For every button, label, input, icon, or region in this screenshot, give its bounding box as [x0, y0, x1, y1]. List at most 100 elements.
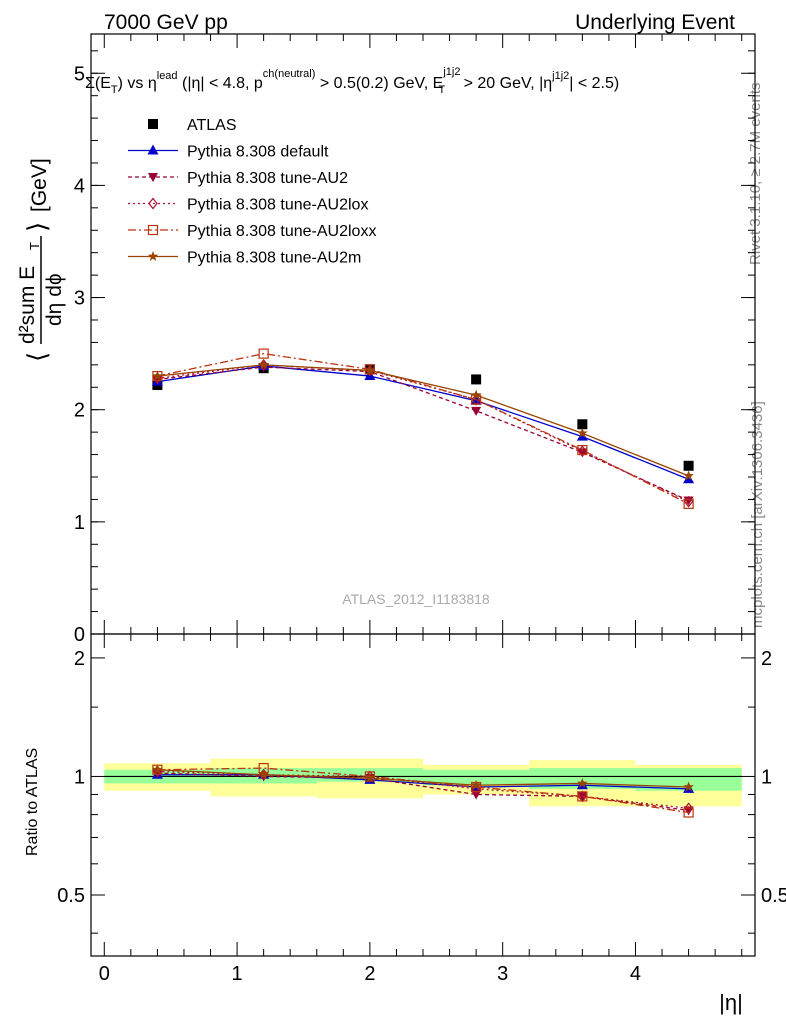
main-ytick-label: 2 [74, 400, 85, 422]
title-sub-4: T [438, 84, 445, 96]
legend-label-pythia-8-308-tune-au2lox: Pythia 8.308 tune-AU2lox [187, 197, 368, 214]
main-point-atlas-3 [471, 374, 482, 385]
y-axis-label: ⟨ d²sum E T dη dϕ ⟩ [GeV] [16, 158, 66, 362]
main-point-pythia-8-308-tune-au2-4 [577, 448, 588, 458]
title-sup-5: j1j2 [551, 70, 569, 82]
ratio-point-pythia-8-308-tune-au2-0 [152, 769, 163, 779]
ratio-ytick-label-right: 1 [761, 766, 772, 788]
title-part-6: | < 2.5) [569, 75, 619, 92]
main-point-pythia-8-308-tune-au2-0 [152, 375, 163, 385]
main-ytick-label: 4 [74, 175, 85, 197]
main-line-pythia-8-308-default [157, 365, 689, 480]
legend-marker-pythia-8-308-tune-au2 [148, 173, 158, 182]
ratio-point-pythia-8-308-tune-au2lox-5 [683, 802, 694, 815]
legend-marker-atlas [148, 119, 158, 129]
legend-marker-pythia-8-308-tune-au2m [147, 251, 159, 261]
main-ytick-label: 1 [74, 512, 85, 534]
ratio-xtick-label: 3 [497, 963, 508, 985]
main-point-pythia-8-308-tune-au2m-1 [258, 359, 269, 370]
legend-label-pythia-8-308-default: Pythia 8.308 default [187, 144, 329, 161]
main-point-atlas-4 [577, 419, 588, 430]
ratio-ytick-label-right: 0.5 [761, 885, 786, 907]
legend-label-atlas: ATLAS [187, 117, 237, 134]
y-label-open: ⟨ [22, 352, 52, 362]
main-ytick-label: 0 [74, 624, 85, 646]
ratio-point-pythia-8-308-tune-au2loxx-4 [577, 791, 588, 802]
ratio-ytick-label: 1 [74, 766, 85, 788]
ratio-line-pythia-8-308-tune-au2loxx [157, 767, 689, 814]
main-point-pythia-8-308-tune-au2lox-0 [152, 372, 163, 385]
ratio-xtick-label: 2 [364, 963, 375, 985]
main-point-atlas-5 [683, 460, 694, 471]
legend-label-pythia-8-308-tune-au2loxx: Pythia 8.308 tune-AU2loxx [187, 223, 376, 240]
ratio-line-pythia-8-308-tune-au2lox [157, 770, 689, 809]
title-part-5: > 20 GeV, |η [459, 75, 552, 92]
legend-marker-pythia-8-308-tune-au2loxx [147, 224, 159, 236]
ratio-point-pythia-8-308-tune-au2m-5 [683, 781, 694, 792]
title-sub-1: T [111, 84, 118, 96]
main-point-pythia-8-308-tune-au2-3 [471, 406, 482, 416]
main-point-pythia-8-308-tune-au2m-2 [364, 364, 376, 375]
mcplots-label: mcplots.cern.ch [arXiv:1306.3436] [749, 401, 766, 628]
main-point-pythia-8-308-tune-au2m-4 [577, 427, 588, 438]
main-point-pythia-8-308-tune-au2loxx-4 [577, 444, 588, 456]
y-label-numerator-sub: T [27, 242, 42, 250]
x-axis-label: |η| [719, 990, 743, 1015]
title-part-1: Σ(E [85, 75, 111, 92]
ratio-line-pythia-8-308-tune-au2m [157, 769, 689, 788]
legend-marker-pythia-8-308-tune-au2lox [148, 197, 158, 210]
main-line-pythia-8-308-tune-au2m [157, 364, 689, 477]
ratio-point-pythia-8-308-tune-au2m-4 [577, 777, 588, 788]
band-stat-5 [635, 768, 742, 791]
main-point-pythia-8-308-tune-au2loxx-5 [683, 498, 694, 510]
main-point-pythia-8-308-tune-au2loxx-1 [258, 348, 269, 359]
title-sup-3: ch(neutral) [263, 68, 316, 80]
ratio-point-pythia-8-308-tune-au2m-0 [152, 764, 163, 775]
main-point-pythia-8-308-tune-au2m-0 [152, 370, 163, 381]
ratio-point-pythia-8-308-tune-au2m-3 [470, 779, 482, 790]
watermark: ATLAS_2012_I1183818 [342, 591, 490, 607]
main-point-pythia-8-308-default-5 [683, 473, 695, 484]
ratio-xtick-label: 0 [99, 963, 110, 985]
ratio-ytick-label: 0.5 [57, 885, 85, 907]
ratio-point-pythia-8-308-tune-au2loxx-5 [683, 807, 694, 818]
plot-title: Σ(ET) vs ηlead (|η| < 4.8, pch(neutral) … [85, 66, 619, 96]
ratio-point-pythia-8-308-tune-au2-3 [471, 790, 482, 800]
ratio-xtick-label: 4 [630, 963, 641, 985]
ratio-xtick-label: 1 [232, 963, 243, 985]
main-point-pythia-8-308-tune-au2m-5 [683, 470, 694, 481]
y-label-denominator: dη dϕ [43, 273, 66, 326]
main-ytick-label: 5 [74, 63, 85, 85]
main-ytick-label: 3 [74, 288, 85, 310]
ratio-line-pythia-8-308-default [157, 774, 689, 790]
main-line-pythia-8-308-tune-au2 [157, 366, 689, 502]
main-line-pythia-8-308-tune-au2lox [157, 364, 689, 503]
header-right: Underlying Event [575, 11, 735, 34]
main-line-pythia-8-308-tune-au2loxx [157, 352, 689, 505]
ratio-panel: 0.5 0.5 1 1 2 2 0 1 2 3 4 [57, 633, 786, 985]
main-point-pythia-8-308-tune-au2m-3 [470, 389, 482, 400]
ratio-y-label: Ratio to ATLAS [24, 748, 41, 856]
main-point-pythia-8-308-tune-au2-5 [683, 496, 694, 506]
title-part-2: ) vs η [118, 75, 157, 92]
legend-label-pythia-8-308-tune-au2m: Pythia 8.308 tune-AU2m [187, 250, 361, 267]
title-part-3: (|η| < 4.8, p [178, 75, 263, 92]
legend-label-pythia-8-308-tune-au2: Pythia 8.308 tune-AU2 [187, 170, 348, 187]
y-label-unit: [GeV] [28, 158, 51, 212]
ratio-point-pythia-8-308-tune-au2m-1 [258, 769, 269, 780]
ratio-ytick-label: 2 [74, 648, 85, 670]
title-sup-2: lead [157, 70, 178, 82]
legend-marker-pythia-8-308-default [147, 144, 159, 155]
y-label-close: ⟩ [22, 222, 52, 232]
ratio-ytick-label-right: 2 [761, 648, 772, 670]
legend: ATLAS Pythia 8.308 default Pythia 8.308 tu… [128, 117, 376, 267]
main-panel: 0 1 2 3 4 5 [74, 33, 756, 646]
band-stat-3 [423, 769, 530, 786]
title-sup-4: j1j2 [442, 66, 460, 78]
main-point-pythia-8-308-tune-au2lox-4 [577, 445, 588, 458]
ratio-point-pythia-8-308-tune-au2m-2 [364, 772, 376, 783]
header-left: 7000 GeV pp [104, 11, 228, 34]
main-point-pythia-8-308-default-4 [576, 430, 588, 441]
title-part-4: > 0.5(0.2) GeV, E [315, 75, 443, 92]
